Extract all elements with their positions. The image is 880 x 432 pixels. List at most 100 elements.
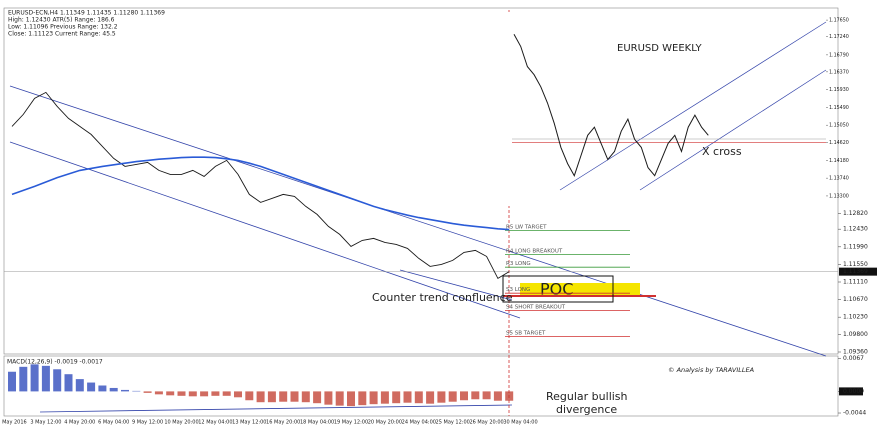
x-tick-label: 24 May 04:00 xyxy=(402,420,436,426)
y-tick-label: 1.15490 xyxy=(829,105,849,111)
macd-bar xyxy=(290,391,299,402)
y-tick-label: 1.14180 xyxy=(829,158,849,164)
channel-line xyxy=(9,85,827,357)
macd-bar xyxy=(98,385,107,392)
macd-bar xyxy=(121,389,129,392)
y-tick-label: 1.16790 xyxy=(829,52,849,58)
macd-bar xyxy=(41,365,50,392)
x-tick-label: 12 May 04:00 xyxy=(198,420,232,426)
y-tick-label: 1.11110 xyxy=(843,279,868,286)
y-tick-label: 1.15930 xyxy=(829,87,849,93)
macd-title: MACD(12,26,9) -0.0019 -0.0017 xyxy=(7,359,103,366)
annotation: divergence xyxy=(556,403,617,416)
level-label: S3 LONG xyxy=(506,287,530,293)
macd-bar xyxy=(414,391,423,404)
y-tick-label: 1.13300 xyxy=(829,193,849,199)
y-tick-label: 1.10230 xyxy=(843,314,868,321)
macd-bar xyxy=(358,391,367,406)
y-tick-label: 1.10670 xyxy=(843,296,868,303)
current-price-box xyxy=(839,267,877,276)
x-tick-label: 13 May 12:00 xyxy=(232,420,266,426)
macd-bar xyxy=(403,391,412,403)
y-tick-label: 1.11550 xyxy=(843,261,868,268)
level-label: S5 SB TARGET xyxy=(506,330,546,336)
y-tick-label: 1.11990 xyxy=(843,243,868,250)
macd-bar xyxy=(482,391,491,400)
macd-bar xyxy=(188,391,197,397)
y-tick-label: 1.17240 xyxy=(829,34,849,40)
macd-bar xyxy=(493,391,502,401)
macd-bar xyxy=(222,391,231,396)
y-tick-label: 1.17650 xyxy=(829,18,849,24)
signature: © Analysis by TARAVILLEA xyxy=(668,366,754,374)
level-label: R5 LW TARGET xyxy=(506,224,547,230)
macd-bar xyxy=(245,391,254,401)
weekly-price-line xyxy=(513,34,709,177)
macd-bar xyxy=(200,391,209,397)
y-tick-label: 1.12820 xyxy=(843,210,868,217)
poc-band xyxy=(520,283,640,297)
inset-panel xyxy=(507,12,827,206)
price-line xyxy=(11,91,510,280)
macd-panel xyxy=(3,355,839,417)
macd-bar xyxy=(335,391,344,406)
level-label: R4 LONG BREAKOUT xyxy=(506,248,563,254)
macd-bar xyxy=(448,391,457,402)
x-tick-label: 25 May 12:00 xyxy=(436,420,470,426)
header-line: EURUSD-ECN,H4 1.11349 1.11435 1.11280 1.… xyxy=(8,10,165,17)
macd-bar xyxy=(8,371,16,392)
channel-line xyxy=(9,141,521,319)
macd-bar xyxy=(211,391,220,396)
y-tick-label: 1.14620 xyxy=(829,140,849,146)
macd-bar xyxy=(505,391,514,401)
x-tick-label: 20 May 20:00 xyxy=(368,420,402,426)
annotation: Regular bullish xyxy=(546,390,628,403)
zero-label-box xyxy=(839,387,863,396)
level-label: S4 SHORT BREAKOUT xyxy=(506,304,566,310)
header-line: Close: 1.11123 Current Range: 45.5 xyxy=(8,31,116,38)
y-tick-label: 1.16370 xyxy=(829,69,849,75)
macd-bar xyxy=(392,391,401,404)
x-tick-label: 2 May 2016 xyxy=(0,420,27,426)
x-tick-label: 19 May 12:00 xyxy=(334,420,368,426)
macd-bar xyxy=(53,369,62,392)
macd-bar xyxy=(87,382,96,392)
macd-bar xyxy=(19,366,28,392)
header-line: Low: 1.11096 Previous Range: 132.2 xyxy=(8,24,118,31)
macd-bar xyxy=(380,391,389,404)
annotation: X cross xyxy=(702,145,742,158)
poc-box xyxy=(502,275,614,303)
y-tick-label: 0.0000 xyxy=(843,388,864,395)
macd-bar xyxy=(324,391,333,405)
x-tick-label: 4 May 20:00 xyxy=(64,420,95,426)
poc-label: POC xyxy=(540,280,573,299)
y-tick-label: 1.12430 xyxy=(843,226,868,233)
trend-line xyxy=(399,269,513,301)
macd-bar xyxy=(256,391,265,403)
macd-bar xyxy=(109,387,118,392)
macd-bar xyxy=(313,391,322,404)
x-tick-label: 30 May 04:00 xyxy=(503,420,537,426)
macd-bar xyxy=(177,391,186,396)
x-tick-label: 16 May 20:00 xyxy=(266,420,300,426)
x-tick-label: 3 May 12:00 xyxy=(30,420,61,426)
macd-bar xyxy=(301,391,310,403)
x-tick-label: 9 May 12:00 xyxy=(132,420,163,426)
x-tick-label: 18 May 04:00 xyxy=(300,420,334,426)
macd-bar xyxy=(279,391,288,402)
macd-bar xyxy=(64,374,73,392)
macd-bar xyxy=(143,391,152,393)
macd-bar xyxy=(75,379,84,392)
x-tick-label: 6 May 04:00 xyxy=(98,420,129,426)
x-tick-label: 10 May 20:00 xyxy=(164,420,198,426)
macd-bar xyxy=(234,391,242,398)
y-tick-label: 1.13740 xyxy=(829,176,849,182)
level-label: R3 LONG xyxy=(506,261,531,267)
macd-bar xyxy=(267,391,276,403)
macd-bar xyxy=(154,391,163,395)
inset-channel xyxy=(559,21,827,191)
annotation: Counter trend confluence xyxy=(372,291,513,304)
macd-bar xyxy=(471,391,480,400)
macd-bar xyxy=(369,391,378,405)
